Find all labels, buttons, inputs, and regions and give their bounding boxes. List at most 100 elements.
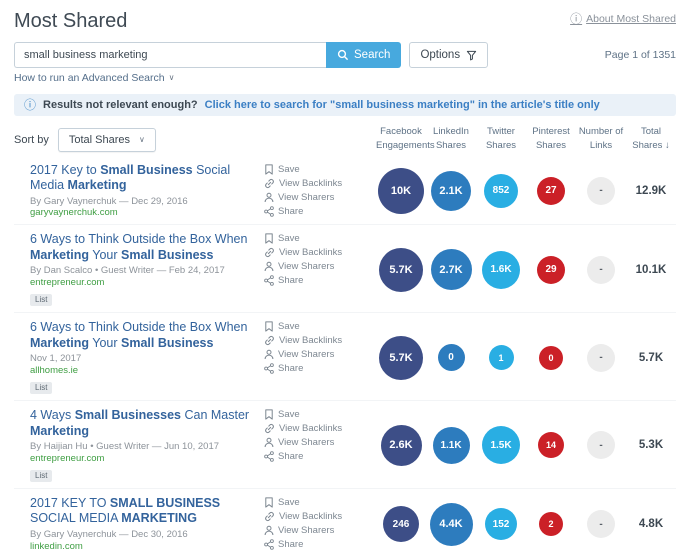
about-most-shared-link[interactable]: ⓘ About Most Shared xyxy=(570,13,676,25)
share-action[interactable]: Share xyxy=(264,363,303,374)
view-backlinks-label: View Backlinks xyxy=(279,177,343,189)
twitter-shares-value: 1.6K xyxy=(482,250,520,289)
twitter-shares-cell: 152 xyxy=(476,496,526,553)
result-row: 6 Ways to Think Outside the Box When Mar… xyxy=(14,312,676,400)
sort-dropdown[interactable]: Total Shares ∨ xyxy=(57,128,156,153)
list-badge: List xyxy=(30,294,53,307)
result-domain-link[interactable]: entrepreneur.com xyxy=(30,277,105,289)
pinterest-shares-cell: 27 xyxy=(526,163,576,220)
share-action[interactable]: Share xyxy=(264,206,303,217)
save-label: Save xyxy=(278,409,300,421)
facebook-engagements-cell: 10K xyxy=(376,163,426,220)
chevron-down-icon: ∨ xyxy=(139,135,145,145)
total-shares-value: 4.8K xyxy=(638,518,664,531)
share-label: Share xyxy=(278,363,304,375)
list-badge: List xyxy=(30,469,53,482)
twitter-shares-cell: 1.6K xyxy=(476,232,526,307)
linkedin-shares-cell: 2.7K xyxy=(426,232,476,307)
search-button[interactable]: Search xyxy=(326,42,402,68)
backlink-icon xyxy=(265,424,274,434)
share-action[interactable]: Share xyxy=(264,275,303,286)
title-text: 6 Ways to Think Outside the Box When xyxy=(30,232,248,247)
view-backlinks-action[interactable]: View Backlinks xyxy=(264,178,342,189)
column-header-facebook-engagements: Facebook Engagements xyxy=(376,126,435,151)
result-domain-link[interactable]: entrepreneur.com xyxy=(30,452,105,464)
pinterest-shares-cell: 2 xyxy=(526,496,576,553)
result-domain-link[interactable]: linkedin.com xyxy=(30,540,83,552)
sharers-icon xyxy=(264,262,274,272)
save-action[interactable]: Save xyxy=(264,321,300,332)
number-of-links-value: - xyxy=(587,176,615,205)
title-text-bold: Marketing xyxy=(67,178,127,193)
title-text-bold: MARKETING xyxy=(121,511,197,526)
result-info: 2017 Key to Small Business Social Media … xyxy=(14,163,264,220)
share-icon xyxy=(264,539,274,550)
view-sharers-action[interactable]: View Sharers xyxy=(264,437,334,448)
advanced-search-link[interactable]: How to run an Advanced Search ∨ xyxy=(14,72,174,84)
share-action[interactable]: Share xyxy=(264,539,303,550)
result-title-link[interactable]: 2017 Key to Small Business Social Media … xyxy=(30,163,254,194)
view-sharers-action[interactable]: View Sharers xyxy=(264,192,334,203)
result-title-link[interactable]: 4 Ways Small Businesses Can Master Marke… xyxy=(30,408,254,439)
title-text: SOCIAL MEDIA xyxy=(30,511,122,526)
view-sharers-label: View Sharers xyxy=(278,261,335,273)
save-action[interactable]: Save xyxy=(264,497,300,508)
title-text-bold: Marketing xyxy=(30,247,90,262)
sharers-icon xyxy=(264,192,274,202)
facebook-engagements-cell: 5.7K xyxy=(376,320,426,395)
result-byline: By Haijian Hu • Guest Writer — Jun 10, 2… xyxy=(30,441,220,453)
result-domain-link[interactable]: allhomes.ie xyxy=(30,365,79,377)
result-actions: Save View Backlinks View Sharers Share xyxy=(264,232,376,307)
save-label: Save xyxy=(278,496,300,508)
title-text-bold: SMALL BUSINESS xyxy=(109,495,221,510)
options-button[interactable]: Options xyxy=(409,42,489,68)
linkedin-shares-cell: 1.1K xyxy=(426,408,476,483)
linkedin-shares-cell: 2.1K xyxy=(426,163,476,220)
save-label: Save xyxy=(278,163,300,175)
view-backlinks-label: View Backlinks xyxy=(279,335,343,347)
result-title-link[interactable]: 6 Ways to Think Outside the Box When Mar… xyxy=(30,320,254,351)
total-shares-value: 10.1K xyxy=(635,263,667,276)
view-backlinks-action[interactable]: View Backlinks xyxy=(264,423,342,434)
facebook-engagements-value: 10K xyxy=(378,167,424,214)
view-backlinks-action[interactable]: View Backlinks xyxy=(264,511,342,522)
number-of-links-cell: - xyxy=(576,232,626,307)
view-sharers-action[interactable]: View Sharers xyxy=(264,261,334,272)
title-text: 2017 KEY TO xyxy=(30,495,110,510)
save-action[interactable]: Save xyxy=(264,164,300,175)
banner-text: Results not relevant enough? xyxy=(43,99,198,111)
column-header-twitter-shares: Twitter Shares xyxy=(485,126,517,151)
list-badge: List xyxy=(30,382,53,395)
number-of-links-value: - xyxy=(587,510,615,539)
facebook-engagements-cell: 2.6K xyxy=(376,408,426,483)
twitter-shares-value: 1.5K xyxy=(482,426,520,465)
number-of-links-value: - xyxy=(587,343,615,372)
view-backlinks-action[interactable]: View Backlinks xyxy=(264,335,342,346)
search-icon xyxy=(337,49,349,61)
bookmark-icon xyxy=(265,321,273,332)
title-only-search-link[interactable]: Click here to search for "small business… xyxy=(204,99,600,111)
result-domain-link[interactable]: garyvaynerchuk.com xyxy=(30,207,118,219)
facebook-engagements-value: 5.7K xyxy=(379,335,423,380)
title-text-bold: Small Business xyxy=(100,162,193,177)
backlink-icon xyxy=(265,336,274,346)
column-header-number-of-links: Number of Links xyxy=(578,126,624,151)
view-backlinks-action[interactable]: View Backlinks xyxy=(264,247,342,258)
total-shares-value: 5.3K xyxy=(638,439,664,452)
save-action[interactable]: Save xyxy=(264,409,300,420)
total-shares-cell: 4.8K xyxy=(626,496,676,553)
result-title-link[interactable]: 2017 KEY TO SMALL BUSINESS SOCIAL MEDIA … xyxy=(30,496,254,527)
result-title-link[interactable]: 6 Ways to Think Outside the Box When Mar… xyxy=(30,232,254,263)
bookmark-icon xyxy=(265,233,273,244)
share-label: Share xyxy=(278,205,304,217)
result-byline: By Gary Vaynerchuk — Dec 30, 2016 xyxy=(30,528,188,540)
title-text-bold: Small Business xyxy=(121,335,214,350)
share-action[interactable]: Share xyxy=(264,451,303,462)
search-input[interactable] xyxy=(14,42,326,68)
view-sharers-action[interactable]: View Sharers xyxy=(264,349,334,360)
sort-by: Sort by Total Shares ∨ xyxy=(14,128,376,153)
view-sharers-action[interactable]: View Sharers xyxy=(264,525,334,536)
save-action[interactable]: Save xyxy=(264,233,300,244)
info-icon: ⓘ xyxy=(24,98,37,112)
